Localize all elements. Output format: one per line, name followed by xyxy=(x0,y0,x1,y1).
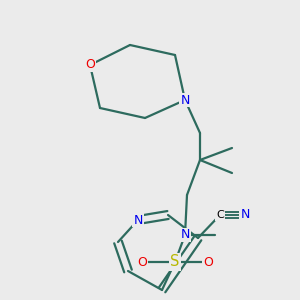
Text: S: S xyxy=(170,254,180,269)
Text: O: O xyxy=(137,256,147,268)
Text: C: C xyxy=(216,210,224,220)
Text: N: N xyxy=(240,208,250,221)
Text: O: O xyxy=(85,58,95,71)
Text: N: N xyxy=(180,94,190,106)
Text: O: O xyxy=(203,256,213,268)
Text: N: N xyxy=(133,214,143,226)
Text: N: N xyxy=(180,229,190,242)
